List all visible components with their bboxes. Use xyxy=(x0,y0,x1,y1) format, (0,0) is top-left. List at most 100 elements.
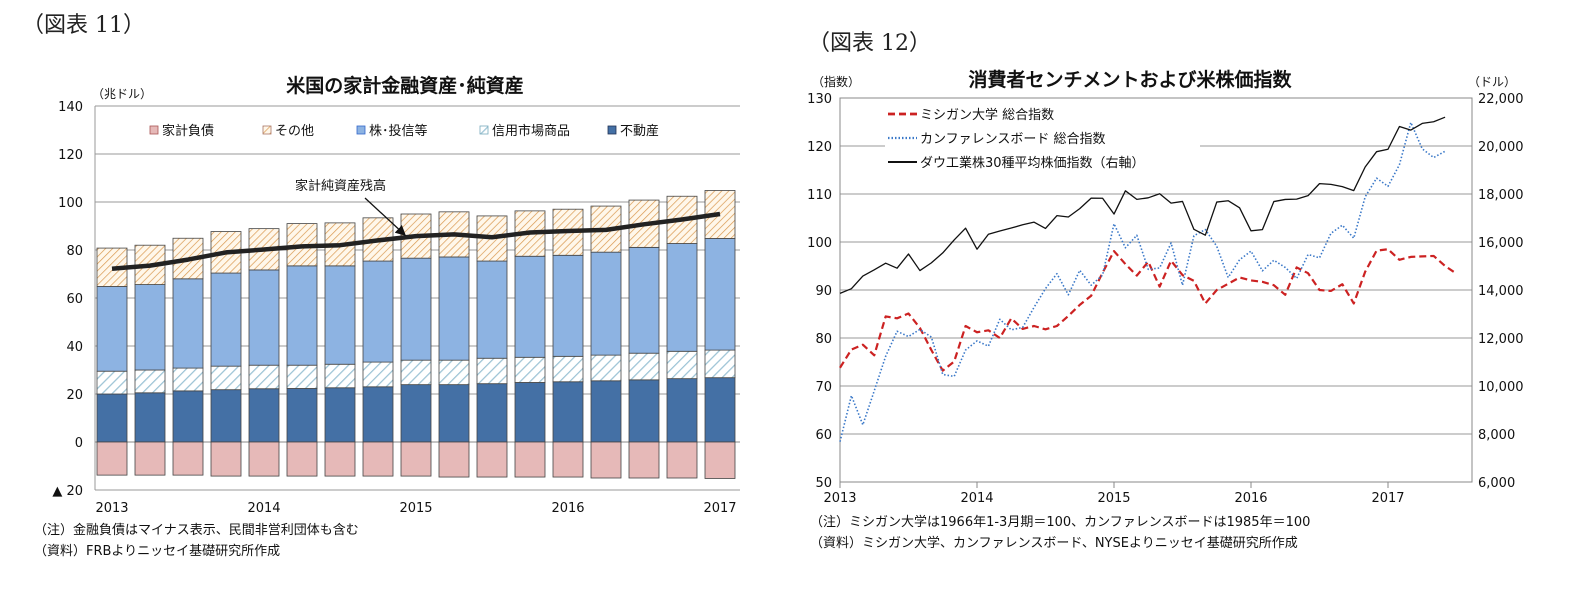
bar-segment xyxy=(666,378,698,443)
y-tick-label: 120 xyxy=(58,148,83,163)
gridlines xyxy=(839,97,1473,483)
bar-segment xyxy=(362,361,394,388)
y-tick-label: ▲ 20 xyxy=(52,484,83,499)
y-tick-label: 60 xyxy=(815,428,832,443)
bar-segment xyxy=(438,359,470,386)
bars xyxy=(96,190,736,479)
legend: 家計負債 その他 株･投信等 信用市場商品 不動産 xyxy=(149,123,659,139)
bar-segment xyxy=(476,441,508,478)
bar-segment xyxy=(134,369,166,394)
y2-tick-label: 22,000 xyxy=(1478,92,1524,107)
bar-segment xyxy=(476,383,508,443)
x-tick-label: 2013 xyxy=(95,501,128,516)
legend-label: その他 xyxy=(275,124,314,139)
y-tick-label: 120 xyxy=(807,140,832,155)
legend-label: 株･投信等 xyxy=(369,123,428,139)
bar-segment xyxy=(628,441,660,479)
bar-segment xyxy=(704,349,736,379)
series-line xyxy=(839,116,1446,294)
bar-segment xyxy=(628,352,660,381)
bar-segment xyxy=(96,441,128,476)
bar-segment xyxy=(628,379,660,443)
series-line xyxy=(839,121,1446,442)
chart-title: 消費者センチメントおよび米株価指数 xyxy=(968,68,1292,91)
legend-swatch xyxy=(356,125,366,135)
legend-label: 不動産 xyxy=(620,123,659,139)
bar-segment xyxy=(590,441,622,479)
bar-segment xyxy=(514,356,546,383)
y-tick-label: 80 xyxy=(66,244,83,259)
y-axis-unit: （兆ドル） xyxy=(92,87,152,101)
bar-segment xyxy=(438,256,470,361)
bar-segment xyxy=(286,364,318,389)
bar-segment xyxy=(248,388,280,443)
bar-segment xyxy=(666,243,698,352)
bar-segment xyxy=(286,441,318,477)
bar-segment xyxy=(210,272,242,367)
bar-segment xyxy=(476,357,508,385)
y-tick-label: 110 xyxy=(807,188,832,203)
bar-segment xyxy=(248,364,280,390)
x-tick-label: 2014 xyxy=(247,501,280,516)
bar-segment xyxy=(704,238,736,351)
bar-segment xyxy=(400,257,432,361)
bar-segment xyxy=(400,384,432,443)
legend-label: 信用市場商品 xyxy=(492,123,570,139)
y-tick-label: 20 xyxy=(66,388,83,403)
bar-segment xyxy=(172,278,204,369)
chart-title: 米国の家計金融資産･純資産 xyxy=(286,74,524,97)
y2-tick-label: 6,000 xyxy=(1478,476,1515,491)
x-tick-label: 2017 xyxy=(703,501,736,516)
bar-segment xyxy=(134,284,166,371)
bar-segment xyxy=(400,441,432,477)
y-tick-label: 80 xyxy=(815,332,832,347)
bar-segment xyxy=(628,246,660,354)
y2-tick-label: 8,000 xyxy=(1478,428,1515,443)
bar-segment xyxy=(324,441,356,477)
bar-segment xyxy=(210,441,242,477)
bar-segment xyxy=(590,251,622,356)
figure-label: （図表 11） xyxy=(22,13,145,38)
bar-segment xyxy=(438,441,470,478)
series-line xyxy=(839,248,1458,372)
y2-tick-label: 10,000 xyxy=(1478,380,1524,395)
source: （資料）FRBよりニッセイ基礎研究所作成 xyxy=(34,544,280,559)
y-tick-label: 70 xyxy=(815,380,832,395)
bar-segment xyxy=(514,441,546,478)
bar-segment xyxy=(362,260,394,363)
legend-swatch xyxy=(479,125,489,135)
legend-swatch xyxy=(149,125,159,135)
y-tick-label: 140 xyxy=(58,100,83,115)
legend-swatch xyxy=(607,125,617,135)
y-tick-label: 0 xyxy=(75,436,83,451)
bar-segment xyxy=(704,377,736,443)
bar-segment xyxy=(666,441,698,479)
bar-segment xyxy=(514,255,546,358)
legend-label: カンファレンスボード 総合指数 xyxy=(920,132,1105,147)
bar-segment xyxy=(324,265,356,365)
y2-tick-label: 20,000 xyxy=(1478,140,1524,155)
y2-tick-label: 18,000 xyxy=(1478,188,1524,203)
x-tick-label: 2014 xyxy=(960,491,993,506)
y-tick-label: 130 xyxy=(807,92,832,107)
source: （資料）ミシガン大学、カンファレンスボード、NYSEよりニッセイ基礎研究所作成 xyxy=(810,535,1298,551)
bar-segment xyxy=(248,269,280,366)
bar-segment xyxy=(362,386,394,443)
bar-segment xyxy=(514,382,546,443)
bar-segment xyxy=(590,380,622,443)
legend-label: 家計負債 xyxy=(162,123,214,139)
net-worth-line xyxy=(111,211,721,271)
y-tick-label: 40 xyxy=(66,340,83,355)
bar-segment xyxy=(324,387,356,443)
chart-right: （図表 12） 消費者センチメントおよび米株価指数 （指数） （ドル） 130 2… xyxy=(807,31,1523,551)
bar-segment xyxy=(96,286,128,372)
x-axis-ticks: 2013 2014 2015 2016 2017 xyxy=(95,501,736,516)
bar-segment xyxy=(552,441,584,478)
bar-segment xyxy=(286,265,318,366)
bar-segment xyxy=(324,363,356,389)
series-lines xyxy=(839,116,1458,442)
y-axis-unit: （指数） xyxy=(812,74,860,89)
y2-tick-label: 12,000 xyxy=(1478,332,1524,347)
